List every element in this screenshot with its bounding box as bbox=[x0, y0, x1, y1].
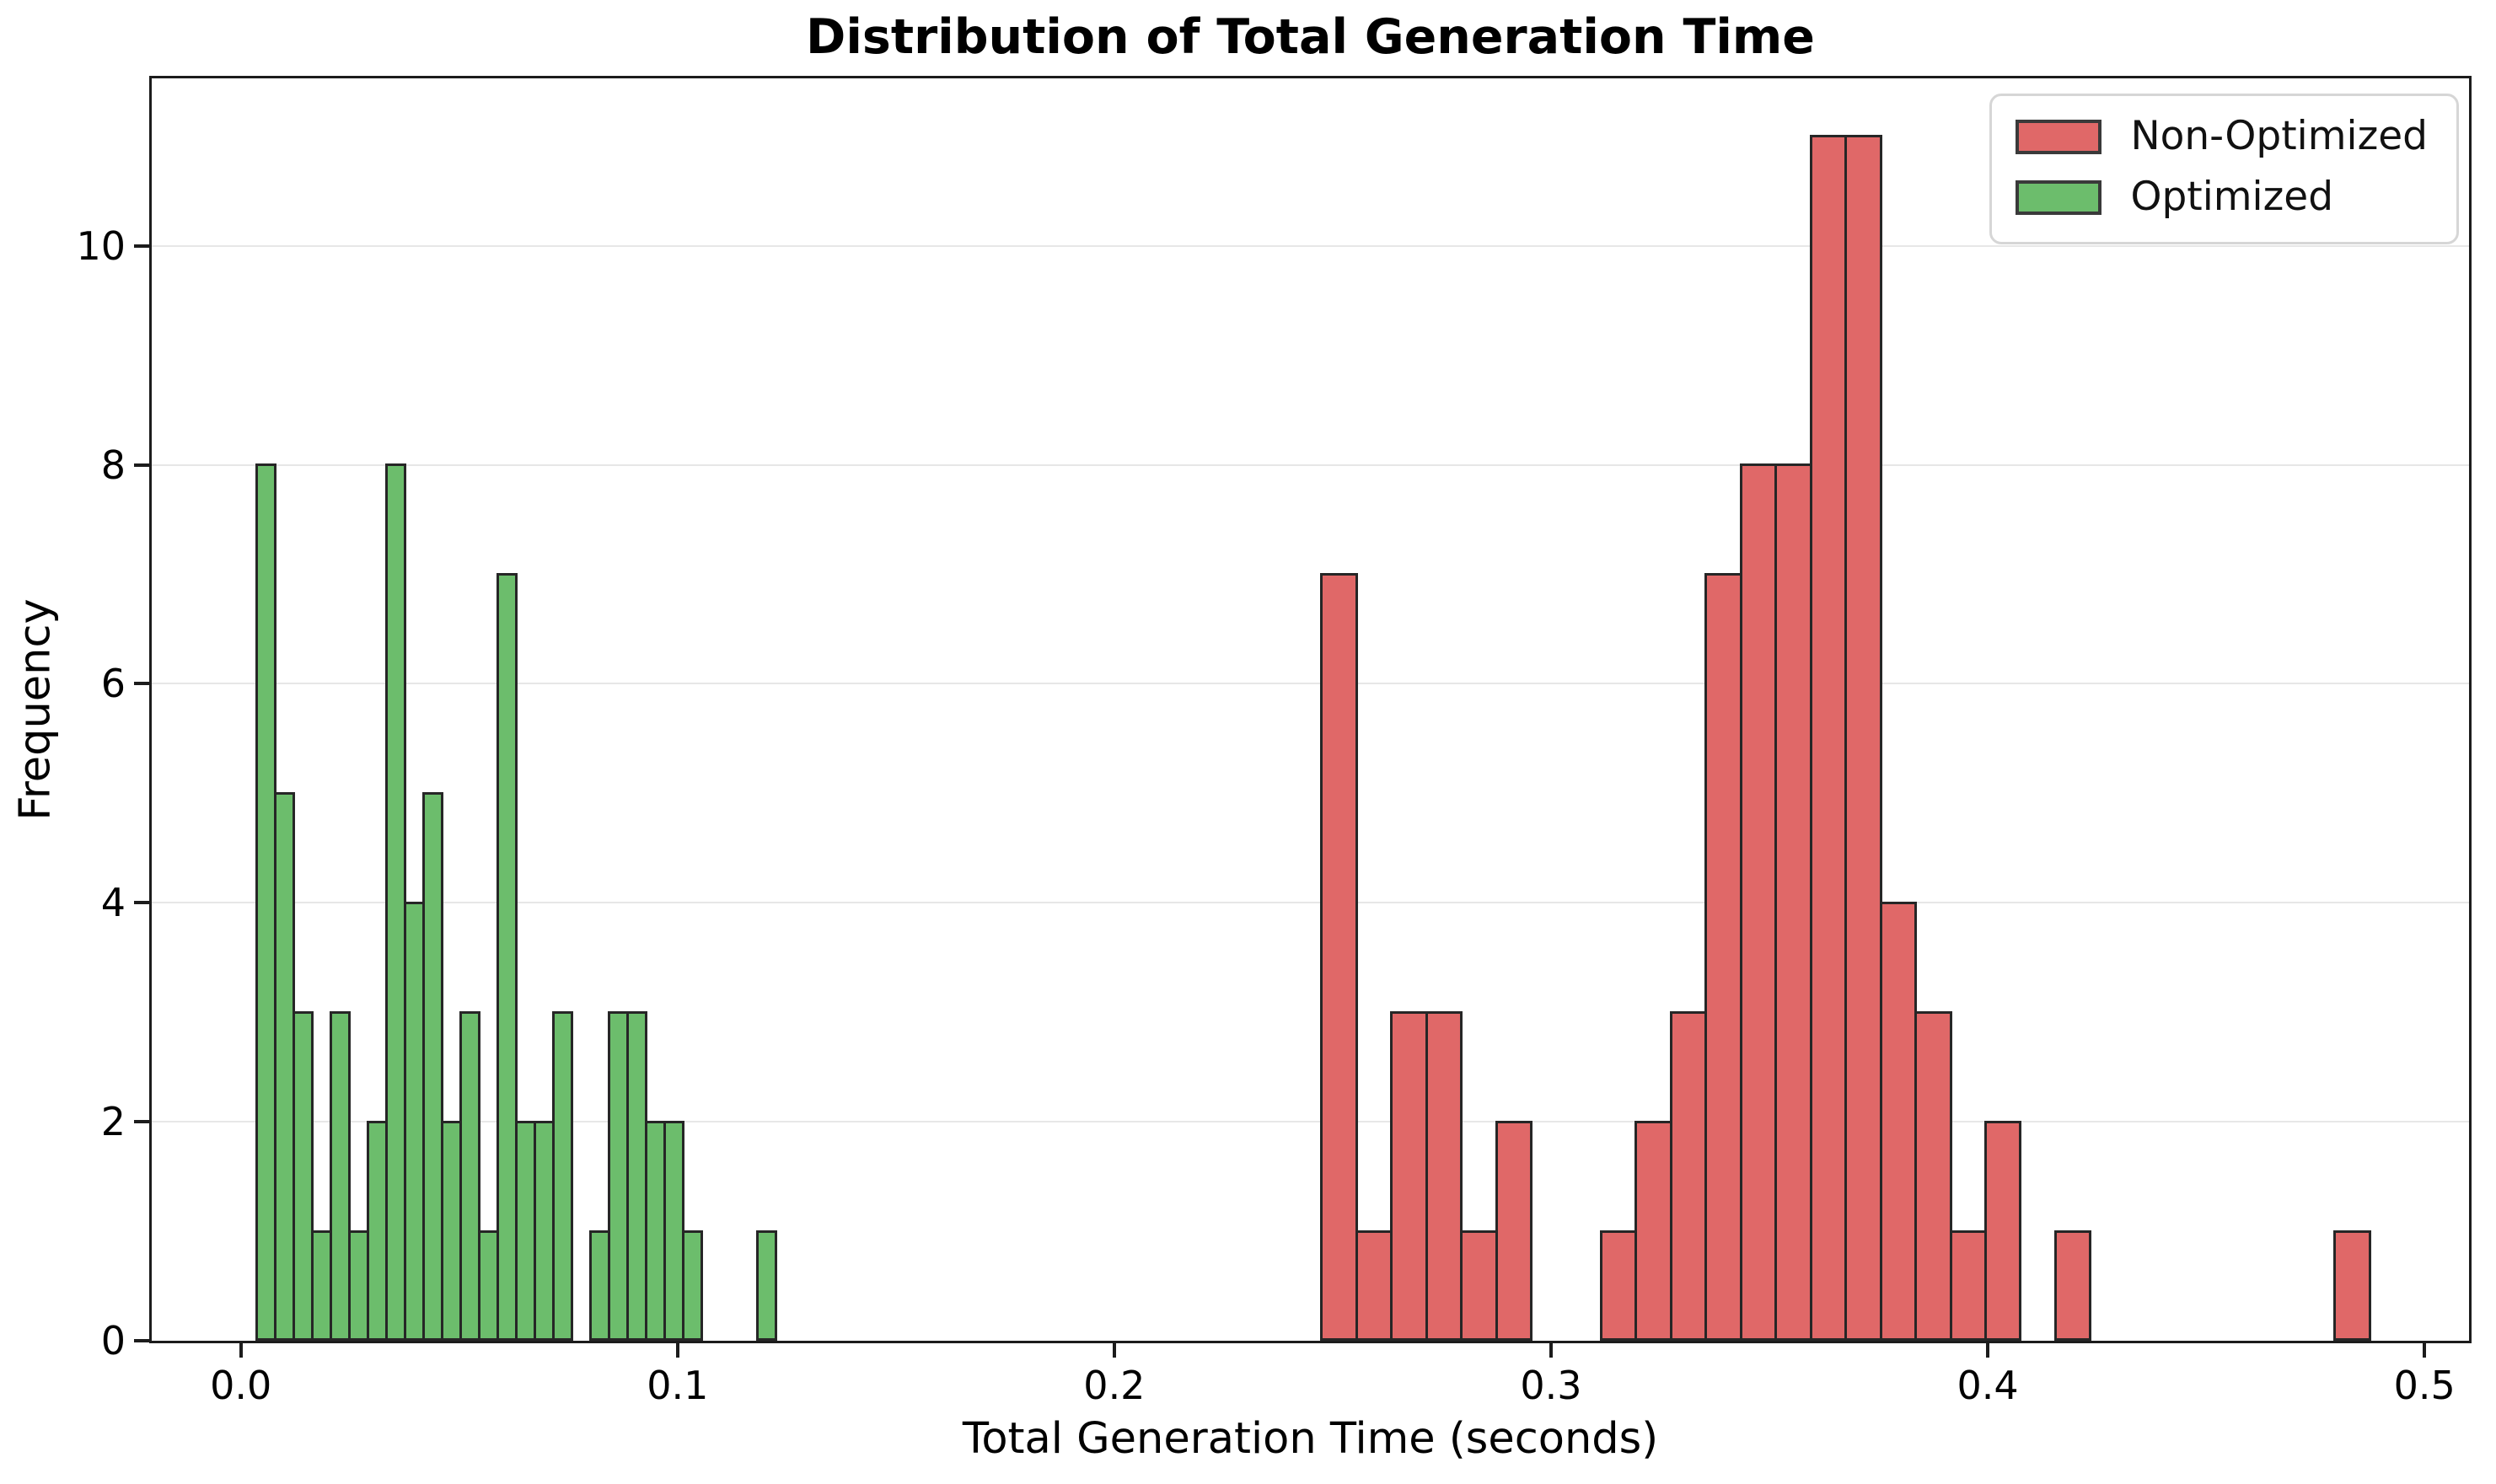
y-tick-mark-2 bbox=[134, 1120, 149, 1124]
y-tick-mark-10 bbox=[134, 244, 149, 248]
legend-label-optimized: Optimized bbox=[2130, 174, 2334, 221]
bar-optimized-13 bbox=[497, 573, 518, 1341]
x-tick-label-0.4: 0.4 bbox=[1957, 1363, 2019, 1408]
bar-non-optimized-19 bbox=[1983, 1120, 2022, 1341]
y-axis-label: Frequency bbox=[10, 598, 61, 821]
y-tick-label-2: 2 bbox=[100, 1099, 126, 1145]
gridline-y-6 bbox=[152, 683, 2469, 685]
bar-non-optimized-29 bbox=[2333, 1230, 2371, 1341]
y-tick-mark-8 bbox=[134, 463, 149, 467]
x-tick-mark-0.0 bbox=[239, 1343, 243, 1358]
bar-non-optimized-13 bbox=[1774, 463, 1812, 1341]
x-tick-label-0.5: 0.5 bbox=[2393, 1363, 2456, 1408]
bar-non-optimized-14 bbox=[1809, 135, 1848, 1341]
gridline-y-2 bbox=[152, 1121, 2469, 1123]
y-tick-mark-4 bbox=[134, 901, 149, 905]
x-tick-mark-0.4 bbox=[1986, 1343, 1990, 1358]
bar-optimized-27 bbox=[756, 1230, 778, 1341]
x-tick-mark-0.3 bbox=[1549, 1343, 1553, 1358]
y-tick-label-10: 10 bbox=[76, 222, 126, 269]
bar-optimized-9 bbox=[422, 791, 444, 1341]
bar-non-optimized-1 bbox=[1355, 1230, 1393, 1341]
chart-title: Distribution of Total Generation Time bbox=[806, 9, 1815, 65]
gridline-y-8 bbox=[152, 463, 2469, 466]
bar-non-optimized-2 bbox=[1390, 1010, 1428, 1341]
y-tick-mark-6 bbox=[134, 682, 149, 686]
legend-label-non-optimized: Non-Optimized bbox=[2130, 113, 2428, 159]
bar-optimized-2 bbox=[292, 1010, 314, 1341]
bar-non-optimized-8 bbox=[1600, 1230, 1638, 1341]
x-tick-mark-0.1 bbox=[675, 1343, 679, 1358]
bar-non-optimized-5 bbox=[1495, 1120, 1533, 1341]
x-tick-label-0.3: 0.3 bbox=[1520, 1363, 1582, 1408]
gridline-y-10 bbox=[152, 244, 2469, 247]
bar-non-optimized-16 bbox=[1879, 901, 1918, 1341]
bar-non-optimized-12 bbox=[1739, 463, 1778, 1341]
bar-optimized-16 bbox=[552, 1010, 574, 1341]
y-tick-label-6: 6 bbox=[100, 661, 126, 707]
x-tick-mark-0.2 bbox=[1112, 1343, 1116, 1358]
bar-non-optimized-18 bbox=[1949, 1230, 1987, 1341]
bar-optimized-4 bbox=[329, 1010, 351, 1341]
legend-swatch-optimized-icon bbox=[2016, 180, 2102, 216]
y-tick-mark-0 bbox=[134, 1339, 149, 1342]
bar-non-optimized-10 bbox=[1669, 1010, 1708, 1341]
bar-optimized-23 bbox=[682, 1230, 704, 1341]
x-tick-label-0.0: 0.0 bbox=[210, 1363, 272, 1408]
gridline-y-4 bbox=[152, 902, 2469, 904]
y-tick-label-8: 8 bbox=[100, 442, 126, 488]
x-tick-label-0.2: 0.2 bbox=[1083, 1363, 1146, 1408]
legend-swatch-non-optimized-icon bbox=[2016, 119, 2102, 154]
bar-non-optimized-15 bbox=[1844, 135, 1882, 1341]
legend-item-optimized: Optimized bbox=[2016, 174, 2428, 221]
bar-non-optimized-11 bbox=[1704, 573, 1742, 1341]
bar-non-optimized-3 bbox=[1425, 1010, 1463, 1341]
bar-optimized-11 bbox=[459, 1010, 481, 1341]
legend-item-non-optimized: Non-Optimized bbox=[2016, 113, 2428, 160]
bar-non-optimized-0 bbox=[1320, 573, 1358, 1341]
bar-non-optimized-4 bbox=[1460, 1230, 1498, 1341]
bar-non-optimized-21 bbox=[2053, 1230, 2092, 1341]
x-axis-label: Total Generation Time (seconds) bbox=[962, 1414, 1659, 1464]
legend: Non-Optimized Optimized bbox=[1989, 94, 2459, 244]
y-tick-label-0: 0 bbox=[100, 1318, 126, 1363]
plot-area: Non-Optimized Optimized bbox=[149, 76, 2472, 1343]
bar-non-optimized-17 bbox=[1914, 1010, 1952, 1341]
y-tick-label-4: 4 bbox=[100, 880, 126, 926]
x-tick-label-0.1: 0.1 bbox=[647, 1363, 709, 1408]
x-tick-mark-0.5 bbox=[2423, 1343, 2427, 1358]
bar-non-optimized-9 bbox=[1634, 1120, 1672, 1341]
